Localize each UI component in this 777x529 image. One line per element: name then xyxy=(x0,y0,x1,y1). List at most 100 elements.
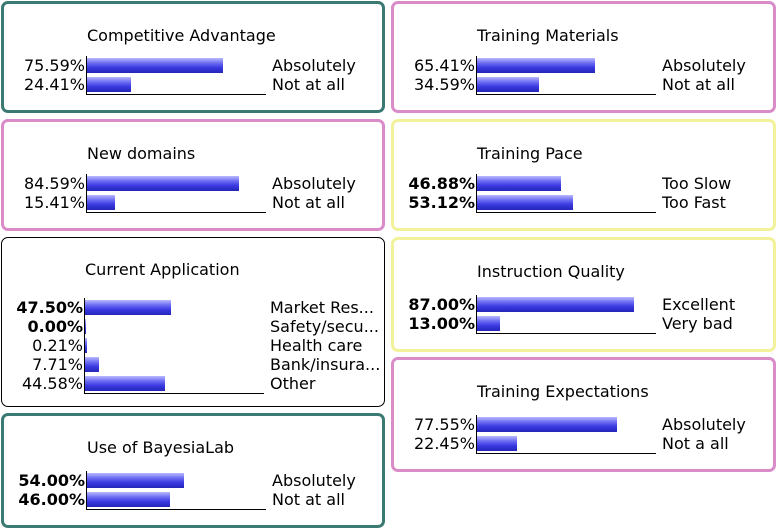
state-probability-bar xyxy=(85,376,165,391)
state-row[interactable]: 47.50% Market Res... xyxy=(2,298,384,317)
state-row[interactable]: 22.45% Not a all xyxy=(394,434,773,453)
state-probability: 34.59% xyxy=(413,75,475,94)
state-row[interactable]: 7.71% Bank/insura... xyxy=(2,355,384,374)
state-probability-bar xyxy=(85,300,171,315)
state-label: Not at all xyxy=(272,75,345,94)
state-probability-bar xyxy=(87,195,115,210)
state-probability-bar xyxy=(477,297,634,312)
bar-axis-vertical xyxy=(476,56,477,94)
state-label: Safety/secu... xyxy=(270,317,379,336)
state-probability-bar xyxy=(477,436,517,451)
monitor-new-domains[interactable]: New domains 84.59% Absolutely 15.41% Not at… xyxy=(1,119,385,231)
state-row[interactable]: 24.41% Not at all xyxy=(4,75,382,94)
bar-axis-baseline xyxy=(476,453,656,454)
state-probability: 46.88% xyxy=(408,174,475,193)
bar-axis-vertical xyxy=(476,415,477,453)
state-label: Very bad xyxy=(662,314,733,333)
state-probability: 44.58% xyxy=(21,374,83,393)
monitor-title: Use of BayesiaLab xyxy=(87,438,235,457)
state-label: Absolutely xyxy=(662,56,746,75)
monitor-use-of-bayesialab[interactable]: Use of BayesiaLab 54.00% Absolutely 46.00%… xyxy=(1,413,385,528)
state-row[interactable]: 46.88% Too Slow xyxy=(394,174,773,193)
state-probability: 77.55% xyxy=(413,415,475,434)
monitor-title: Competitive Advantage xyxy=(87,26,276,45)
state-probability: 75.59% xyxy=(23,56,85,75)
state-row[interactable]: 34.59% Not at all xyxy=(394,75,773,94)
state-row[interactable]: 0.00% Safety/secu... xyxy=(2,317,384,336)
state-label: Absolutely xyxy=(272,174,356,193)
state-probability-bar xyxy=(87,492,170,507)
state-probability: 87.00% xyxy=(408,295,475,314)
state-label: Too Fast xyxy=(662,193,726,212)
state-row[interactable]: 46.00% Not at all xyxy=(4,490,382,509)
state-label: Absolutely xyxy=(272,56,356,75)
monitor-training-materials[interactable]: Training Materials 65.41% Absolutely 34.59… xyxy=(391,1,776,113)
monitor-title: Current Application xyxy=(85,260,240,279)
bar-axis-vertical xyxy=(86,56,87,94)
state-probability-bar xyxy=(87,176,239,191)
state-probability-bar xyxy=(87,473,184,488)
state-label: Health care xyxy=(270,336,363,355)
state-row[interactable]: 54.00% Absolutely xyxy=(4,471,382,490)
state-probability: 0.00% xyxy=(27,317,83,336)
state-probability-bar xyxy=(477,176,561,191)
state-label: Not at all xyxy=(272,490,345,509)
state-probability: 46.00% xyxy=(18,490,85,509)
state-label: Other xyxy=(270,374,316,393)
state-probability: 7.71% xyxy=(32,355,83,374)
state-probability: 22.45% xyxy=(413,434,475,453)
monitor-instruction-quality[interactable]: Instruction Quality 87.00% Excellent 13.00… xyxy=(391,237,776,352)
state-probability: 13.00% xyxy=(408,314,475,333)
state-probability: 65.41% xyxy=(413,56,475,75)
state-probability-bar xyxy=(477,195,573,210)
state-row[interactable]: 65.41% Absolutely xyxy=(394,56,773,75)
state-row[interactable]: 0.21% Health care xyxy=(2,336,384,355)
state-probability: 47.50% xyxy=(16,298,83,317)
monitor-title: Instruction Quality xyxy=(477,262,625,281)
state-probability-bar xyxy=(477,316,500,331)
state-label: Excellent xyxy=(662,295,736,314)
state-label: Not at all xyxy=(662,75,735,94)
monitor-title: Training Materials xyxy=(477,26,619,45)
state-row[interactable]: 84.59% Absolutely xyxy=(4,174,382,193)
state-probability-bar xyxy=(85,319,86,334)
state-row[interactable]: 13.00% Very bad xyxy=(394,314,773,333)
state-row[interactable]: 77.55% Absolutely xyxy=(394,415,773,434)
state-row[interactable]: 75.59% Absolutely xyxy=(4,56,382,75)
state-row[interactable]: 44.58% Other xyxy=(2,374,384,393)
bar-axis-vertical xyxy=(476,295,477,333)
state-probability-bar xyxy=(87,77,131,92)
state-probability-bar xyxy=(85,338,87,353)
state-probability: 54.00% xyxy=(18,471,85,490)
state-row[interactable]: 53.12% Too Fast xyxy=(394,193,773,212)
state-row[interactable]: 15.41% Not at all xyxy=(4,193,382,212)
bar-axis-vertical xyxy=(84,298,85,393)
bar-axis-baseline xyxy=(86,94,266,95)
state-probability-bar xyxy=(85,357,99,372)
bar-axis-baseline xyxy=(476,94,656,95)
bar-axis-baseline xyxy=(476,333,656,334)
state-label: Not a all xyxy=(662,434,729,453)
state-probability-bar xyxy=(477,77,539,92)
state-row[interactable]: 87.00% Excellent xyxy=(394,295,773,314)
state-probability-bar xyxy=(477,58,595,73)
state-probability: 24.41% xyxy=(23,75,85,94)
bar-axis-vertical xyxy=(476,174,477,212)
monitor-training-expectations[interactable]: Training Expectations 77.55% Absolutely 22… xyxy=(391,357,776,472)
monitor-training-pace[interactable]: Training Pace 46.88% Too Slow 53.12% Too Fa… xyxy=(391,119,776,231)
bar-axis-baseline xyxy=(84,393,264,394)
state-probability-bar xyxy=(477,417,617,432)
state-probability: 84.59% xyxy=(23,174,85,193)
monitor-competitive-advantage[interactable]: Competitive Advantage 75.59% Absolutely 24… xyxy=(1,1,385,113)
bar-axis-vertical xyxy=(86,174,87,212)
state-probability: 53.12% xyxy=(408,193,475,212)
state-probability: 15.41% xyxy=(23,193,85,212)
bar-axis-baseline xyxy=(86,509,266,510)
monitor-title: Training Expectations xyxy=(477,382,649,401)
monitor-current-application[interactable]: Current Application 47.50% Market Res... 0… xyxy=(1,237,385,407)
bar-axis-baseline xyxy=(476,212,656,213)
state-label: Bank/insura... xyxy=(270,355,381,374)
monitor-title: New domains xyxy=(87,144,196,163)
bar-axis-vertical xyxy=(86,471,87,509)
